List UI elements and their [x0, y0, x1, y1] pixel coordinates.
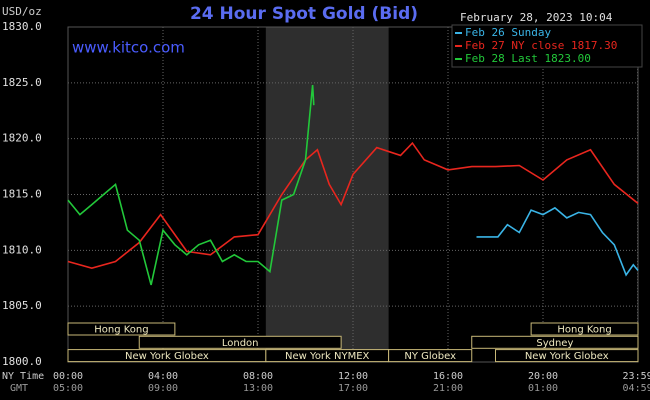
- session-label: London: [222, 338, 259, 349]
- session-box: [495, 349, 639, 363]
- series-line: [67, 141, 639, 270]
- x-tick-label: 23:59: [623, 371, 650, 382]
- x2-tick-label: 01:00: [528, 383, 558, 394]
- session-label: NY Globex: [404, 351, 456, 362]
- x2-tick-label: 21:00: [433, 383, 463, 394]
- series-line: [67, 85, 315, 286]
- legend-label: Feb 27 NY close 1817.30: [465, 39, 617, 52]
- session-label: New York NYMEX: [285, 351, 370, 362]
- x2-label: GMT: [10, 383, 28, 394]
- x-tick-label: 16:00: [433, 371, 463, 382]
- session-label: Hong Kong: [94, 325, 148, 336]
- y-tick-label: 1805.0: [2, 299, 42, 312]
- session-box: [67, 322, 176, 336]
- y-label: USD/oz: [2, 5, 42, 18]
- y-tick-label: 1820.0: [2, 132, 42, 145]
- session-box: [530, 322, 639, 336]
- session-label: New York Globex: [525, 351, 609, 362]
- x-tick-label: 00:00: [53, 371, 83, 382]
- session-label: New York Globex: [125, 351, 209, 362]
- session-box: [388, 349, 473, 363]
- x-tick-label: 12:00: [338, 371, 368, 382]
- y-tick-label: 1825.0: [2, 76, 42, 89]
- legend-box: [451, 24, 643, 68]
- chart-title: 24 Hour Spot Gold (Bid): [190, 4, 418, 24]
- x2-tick-label: 05:00: [53, 383, 83, 394]
- date: February 28, 2023 10:04: [460, 11, 613, 24]
- y-tick-label: 1815.0: [2, 188, 42, 201]
- x-label: NY Time: [2, 371, 44, 382]
- session-label: Hong Kong: [557, 325, 611, 336]
- site: www.kitco.com: [72, 39, 185, 57]
- y-tick-label: 1810.0: [2, 243, 42, 256]
- plot-layer: 1800.0 1805.0 1810.0 1815.0 1820.0 1825.0 1830…: [2, 20, 650, 394]
- x2-tick-label: 09:00: [148, 383, 178, 394]
- session-box: [471, 335, 639, 349]
- legend-label: Feb 28 Last 1823.00: [465, 52, 591, 65]
- series-line: [476, 206, 639, 277]
- session-label: Sydney: [536, 338, 573, 349]
- y-tick-label: 1830.0: [2, 20, 42, 33]
- session-box: [138, 335, 342, 349]
- legend-label: Feb 26 Sunday: [465, 26, 551, 39]
- x2-tick-label: 17:00: [338, 383, 368, 394]
- x-tick-label: 20:00: [528, 371, 558, 382]
- y-tick-label: 1800.0: [2, 355, 42, 368]
- x2-tick-label: 13:00: [243, 383, 273, 394]
- x2-tick-label: 04:59: [623, 383, 650, 394]
- x-tick-label: 08:00: [243, 371, 273, 382]
- x-tick-label: 04:00: [148, 371, 178, 382]
